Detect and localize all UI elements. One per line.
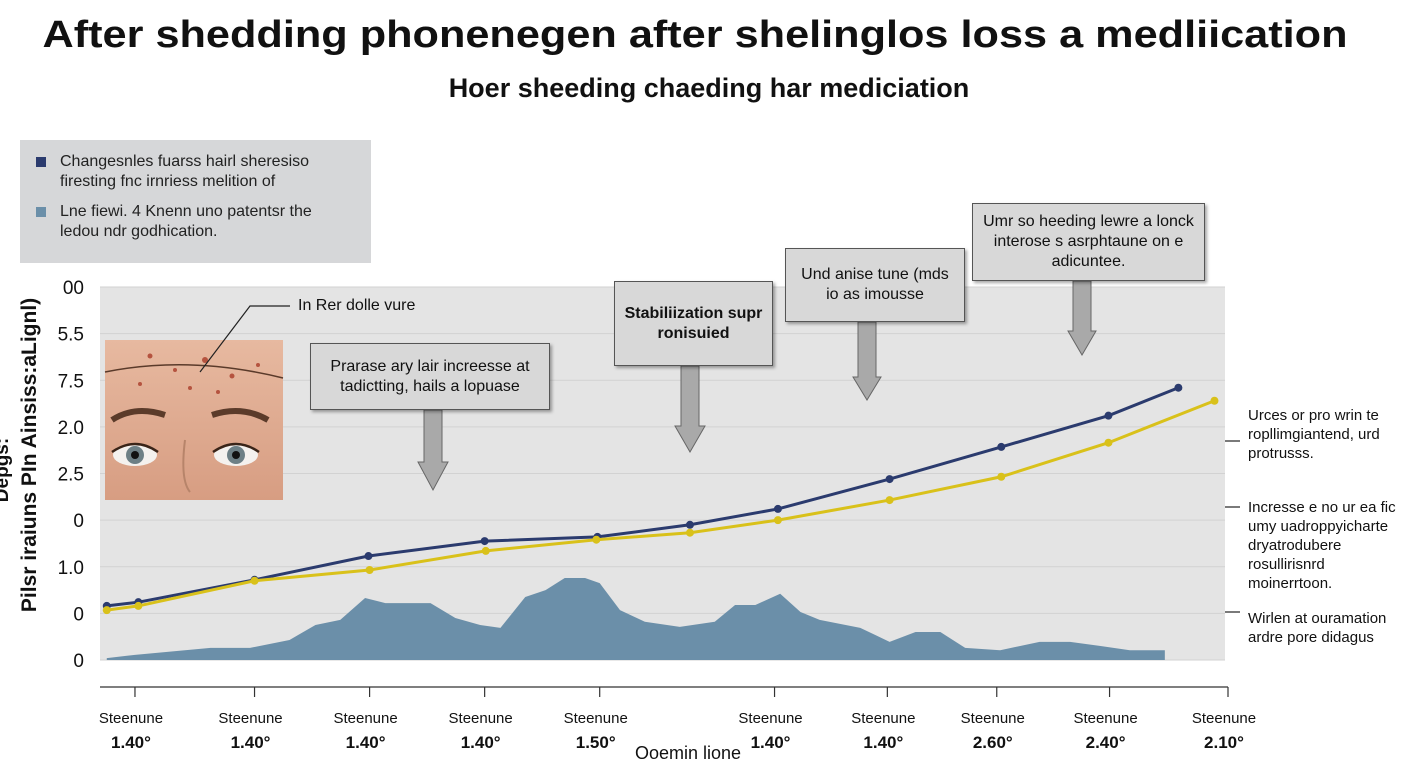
x-axis-title: Ooemin lione [635,743,741,763]
x-tick-name: Steenune [218,710,282,727]
x-tick-name: Steenune [961,710,1025,727]
y-tick-label: 0 [73,651,84,672]
arrows [417,280,1097,492]
point [685,520,694,529]
x-tick-label: 1.50° [576,733,616,752]
y-tick-label: 7.5 [58,371,84,392]
marks [102,383,1219,660]
legend-swatch [36,157,46,167]
annotation: Umr so heeding lewre a lonck interose s … [972,203,1205,281]
x-tick-label: 1.40° [346,733,386,752]
point [1104,411,1113,420]
point [773,516,782,525]
point [250,576,259,585]
y-axis-title-top: Depgs: [0,438,13,502]
photo [104,340,284,500]
note-ticks [1225,440,1240,613]
point [364,552,373,561]
legend-label: Lne fiewi. 4 Knenn uno patentsr the ledo… [60,203,312,240]
x-tick-label: 1.40° [461,733,501,752]
x-tick-name: Steenune [333,710,397,727]
side-note: Wirlen at ouramation ardre pore didagus [1248,610,1387,646]
point [592,535,601,544]
point [773,504,782,513]
point [885,475,894,484]
point [134,601,143,610]
point [102,606,111,615]
x-tick-label: 2.40° [1086,733,1126,752]
title: After shedding phonenegen after shelingl… [43,14,1348,56]
x-tick-label: 1.40° [111,733,151,752]
legend-entry: Lne fiewi. 4 Knenn uno patentsr the ledo… [34,202,357,242]
point [365,566,374,575]
annotation: Stabiliization supr ronisuied [614,281,773,366]
point [1210,396,1219,405]
x-tick-name: Steenune [564,710,628,727]
annotation: In Rer dolle vure [298,297,415,314]
point [480,537,489,546]
y-axis-title: Pilsr iraiuns PIn Ainsiss:aLignl) [18,298,41,612]
x-tick-label: 1.40° [751,733,791,752]
area [106,577,1165,660]
point [481,546,490,555]
subtitle: Hoer sheeding chaeding har mediciation [449,73,970,103]
point [685,528,694,537]
y-tick-label: 5.5 [58,325,84,346]
line [106,399,1216,612]
x-tick-label: 1.40° [863,733,903,752]
y-tick-label: 00 [63,278,84,299]
y-tick-label: 0 [73,604,84,625]
point [885,496,894,505]
side-note: Urces or pro wrin te ropllimgiantend, ur… [1248,407,1380,462]
legend: Changesnles fuarss hairl sheresiso fires… [20,140,371,263]
point [1104,438,1113,447]
x-tick-name: Steenune [1073,710,1137,727]
y-tick-label: 0 [73,511,84,532]
x-tick-name: Steenune [738,710,802,727]
x-tick-name: Steenune [851,710,915,727]
legend-swatch [36,207,46,217]
x-tick-label: 2.10° [1204,733,1244,752]
point [997,472,1006,481]
annotation: Und anise tune (mds io as imousse [785,248,965,322]
y-tick-label: 1.0 [58,558,84,579]
side-note: Incresse e no ur ea fic umy uadroppyicha… [1248,499,1396,592]
x-tick-label: 2.60° [973,733,1013,752]
y-tick-label: 2.5 [58,465,84,486]
x-tick-name: Steenune [1192,710,1256,727]
point [997,442,1006,451]
leader-line [199,305,290,373]
x-tick-name: Steenune [99,710,163,727]
point [1174,383,1183,392]
x-tick-label: 1.40° [231,733,271,752]
legend-entry: Changesnles fuarss hairl sheresiso fires… [34,152,357,192]
annotation: Prarase ary lair increesse at tadictting… [310,343,550,410]
x-tick-name: Steenune [449,710,513,727]
legend-label: Changesnles fuarss hairl sheresiso fires… [60,153,310,190]
y-tick-label: 2.0 [58,418,84,439]
